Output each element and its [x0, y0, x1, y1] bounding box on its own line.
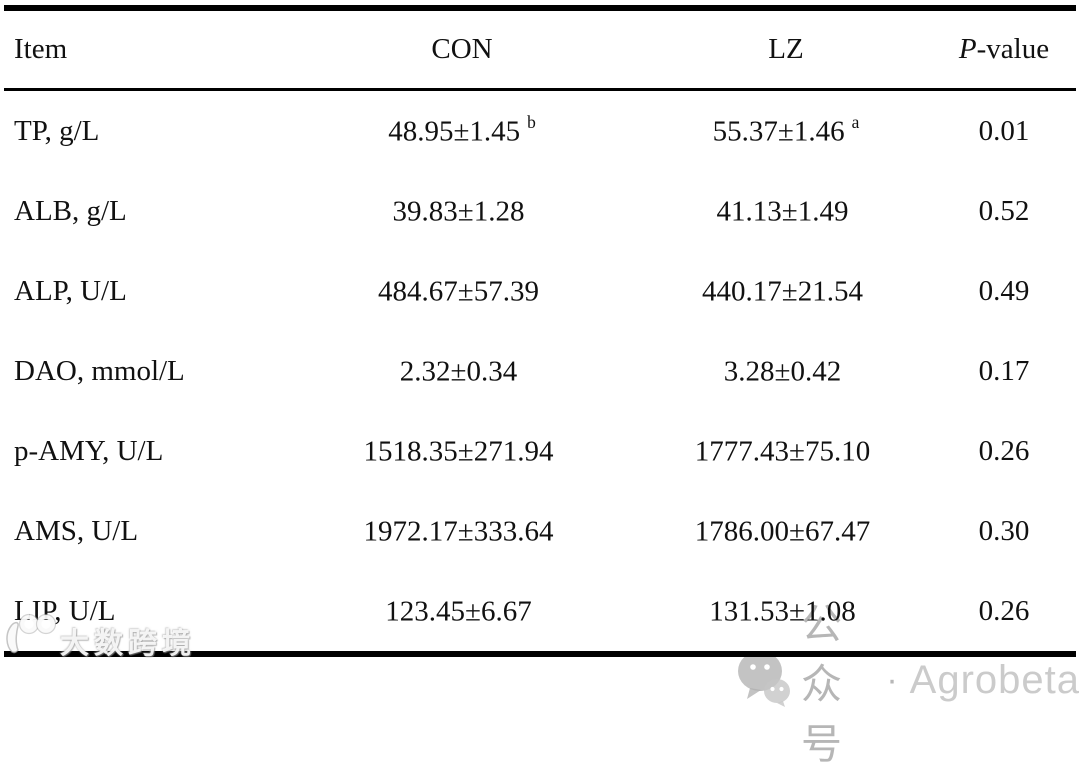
p-cell: 0.30 [978, 514, 1030, 547]
p-cell: 0.17 [978, 354, 1030, 387]
header-row: Item CON LZ P-value [4, 8, 1076, 91]
watermark-brand-name: Agrobeta [909, 657, 1080, 702]
watermark-separator: · [886, 660, 898, 699]
con-cell: 39.83±1.28 [284, 171, 640, 251]
wechat-icon [737, 649, 791, 712]
lz-cell: 131.53±1.08 [640, 571, 932, 654]
lz-value: 1786.00±67.47 [694, 515, 871, 548]
header-con: CON [284, 8, 640, 91]
con-superscript: b [527, 111, 536, 132]
con-value: 39.83±1.28 [392, 195, 525, 228]
lz-value: 440.17±21.54 [702, 275, 863, 308]
con-value: 2.32±0.34 [399, 355, 518, 388]
lz-superscript: a [851, 111, 860, 132]
p-rest: -value [976, 33, 1050, 65]
con-cell: 123.45±6.67 [284, 571, 640, 654]
item-cell: LIP, U/L [14, 594, 116, 627]
con-cell: 2.32±0.34 [284, 331, 640, 411]
con-value: 484.67±57.39 [378, 275, 539, 308]
table-row: LIP, U/L 123.45±6.67 131.53±1.08 0.26 [4, 571, 1076, 654]
p-cell: 0.52 [978, 194, 1030, 227]
con-cell: 484.67±57.39 [284, 251, 640, 331]
blood-parameters-table: Item CON LZ P-value TP, g/L 48.95±1.45 b … [4, 5, 1076, 657]
item-cell: p-AMY, U/L [14, 434, 164, 467]
paper-table-screenshot: { "table": { "header": { "item": "Item",… [4, 5, 1079, 767]
item-cell: DAO, mmol/L [14, 354, 185, 387]
con-cell: 48.95±1.45 b [284, 90, 640, 172]
lz-value: 3.28±0.42 [723, 355, 842, 388]
lz-value: 55.37±1.46 [712, 115, 845, 148]
item-cell: AMS, U/L [14, 514, 139, 547]
table-row: ALP, U/L 484.67±57.39 440.17±21.54 0.49 [4, 251, 1076, 331]
table-row: DAO, mmol/L 2.32±0.34 3.28±0.42 0.17 [4, 331, 1076, 411]
lz-cell: 1777.43±75.10 [640, 411, 932, 491]
item-cell: TP, g/L [14, 114, 100, 147]
con-cell: 1972.17±333.64 [284, 491, 640, 571]
header-lz: LZ [640, 8, 932, 91]
lz-value: 1777.43±75.10 [694, 435, 871, 468]
table-row: AMS, U/L 1972.17±333.64 1786.00±67.47 0.… [4, 491, 1076, 571]
con-value: 1518.35±271.94 [363, 435, 554, 468]
lz-cell: 3.28±0.42 [640, 331, 932, 411]
header-p-value: P-value [932, 8, 1076, 91]
lz-cell: 1786.00±67.47 [640, 491, 932, 571]
table-header: Item CON LZ P-value [4, 8, 1076, 91]
item-cell: ALB, g/L [14, 194, 127, 227]
table-body: TP, g/L 48.95±1.45 b 55.37±1.46 a 0.01 ALB… [4, 90, 1076, 655]
lz-cell: 440.17±21.54 [640, 251, 932, 331]
p-cell: 0.49 [978, 274, 1030, 307]
p-cell: 0.01 [978, 114, 1030, 147]
header-item: Item [4, 8, 284, 91]
table-row: TP, g/L 48.95±1.45 b 55.37±1.46 a 0.01 [4, 90, 1076, 172]
lz-cell: 41.13±1.49 [640, 171, 932, 251]
con-cell: 1518.35±271.94 [284, 411, 640, 491]
item-cell: ALP, U/L [14, 274, 127, 307]
con-value: 1972.17±333.64 [363, 515, 554, 548]
con-value: 123.45±6.67 [385, 595, 532, 628]
lz-cell: 55.37±1.46 a [640, 90, 932, 172]
lz-value: 131.53±1.08 [709, 595, 856, 628]
p-cell: 0.26 [978, 594, 1030, 627]
con-value: 48.95±1.45 [388, 115, 521, 148]
p-cell: 0.26 [978, 434, 1030, 467]
table-row: ALB, g/L 39.83±1.28 41.13±1.49 0.52 [4, 171, 1076, 251]
table-row: p-AMY, U/L 1518.35±271.94 1777.43±75.10 … [4, 411, 1076, 491]
lz-value: 41.13±1.49 [716, 195, 849, 228]
p-italic: P [958, 33, 977, 65]
